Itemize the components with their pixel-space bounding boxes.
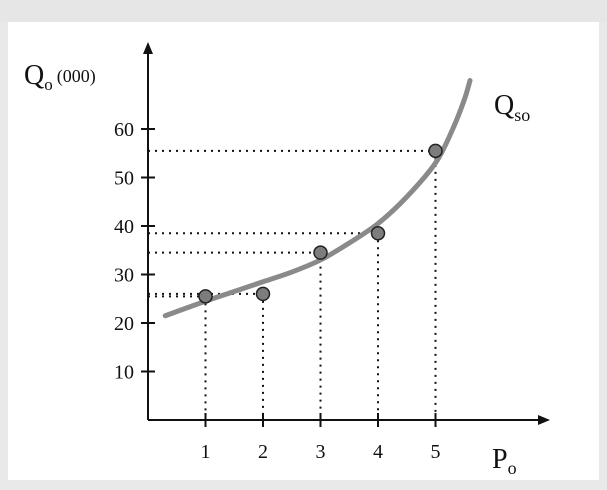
data-point [198, 289, 213, 304]
data-points [198, 143, 443, 304]
y-tick-label: 20 [114, 313, 134, 335]
y-ticks: 10 20 30 40 50 60 [114, 119, 155, 384]
figure-frame [8, 22, 599, 480]
x-tick-label: 3 [316, 441, 326, 463]
supply-curve [162, 78, 473, 319]
data-point [255, 286, 271, 302]
x-tick-label: 2 [258, 441, 268, 463]
y-tick-label: 30 [114, 265, 134, 287]
data-point [428, 143, 443, 159]
data-point [370, 226, 386, 241]
y-tick-label: 50 [114, 168, 134, 190]
y-tick-label: 10 [114, 362, 134, 384]
x-ticks: 1 2 3 4 5 [201, 413, 441, 463]
y-tick-label: 40 [114, 216, 134, 238]
x-tick-label: 5 [431, 441, 441, 463]
y-axis-label: Qo (000) [24, 60, 96, 94]
data-point [313, 245, 328, 260]
top-band [0, 0, 607, 22]
curve-label: Qso [494, 90, 530, 125]
guide-lines [148, 149, 437, 420]
x-axis-label: Po [492, 444, 517, 478]
x-tick-label: 1 [201, 441, 211, 463]
y-tick-label: 60 [114, 119, 134, 141]
x-tick-label: 4 [373, 441, 383, 463]
